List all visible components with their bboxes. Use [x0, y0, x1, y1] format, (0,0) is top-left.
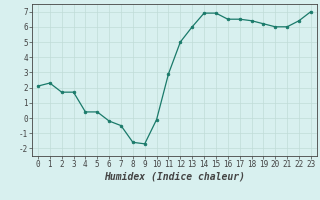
X-axis label: Humidex (Indice chaleur): Humidex (Indice chaleur): [104, 172, 245, 182]
